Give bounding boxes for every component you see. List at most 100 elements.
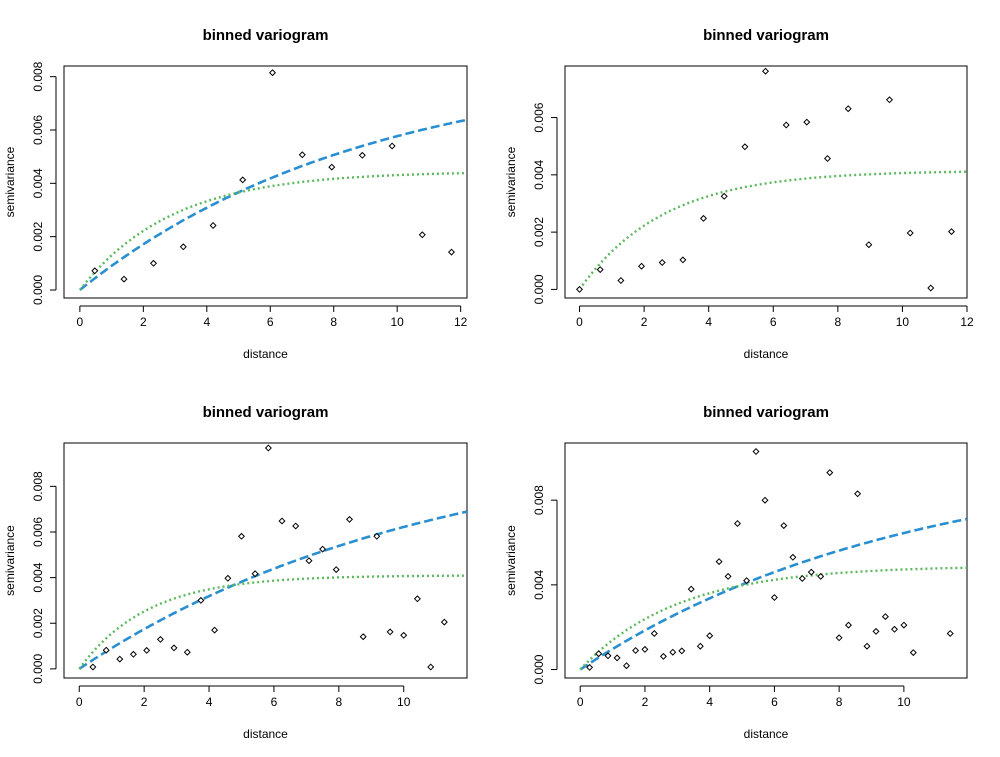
- data-point: [586, 663, 594, 671]
- data-point: [298, 151, 306, 159]
- data-point: [211, 626, 219, 634]
- data-point: [741, 143, 749, 151]
- x-tick-label: 4: [705, 315, 712, 329]
- data-point: [388, 142, 396, 150]
- fitted-curve-dotted: [78, 574, 467, 670]
- y-tick-label: 0.004: [31, 562, 45, 592]
- data-point: [264, 444, 272, 452]
- data-point: [143, 646, 151, 654]
- data-point: [927, 284, 935, 292]
- data-point: [373, 532, 381, 540]
- plot-frame: [63, 442, 468, 679]
- data-point: [687, 585, 695, 593]
- panel-2: binned variogram 0 2 4 6 8 10 12 distance 0.000 0.…: [504, 27, 974, 361]
- x-tick-label: 10: [897, 695, 911, 709]
- data-point: [156, 635, 164, 643]
- data-point: [733, 519, 742, 528]
- data-point: [650, 629, 658, 638]
- data-point: [835, 634, 843, 642]
- data-point: [116, 655, 124, 663]
- data-point: [947, 228, 956, 236]
- data-point: [239, 176, 247, 184]
- data-point: [613, 654, 621, 662]
- data-point: [909, 649, 917, 657]
- x-axis-label: distance: [243, 727, 288, 741]
- data-point: [720, 192, 728, 200]
- x-tick-label: 10: [896, 315, 910, 329]
- x-tick-label: 0: [576, 315, 583, 329]
- data-point: [798, 574, 806, 583]
- data-point: [678, 647, 686, 655]
- fitted-curve-dashed: [78, 510, 467, 670]
- data-point: [699, 214, 708, 222]
- x-tick-label: 4: [206, 695, 213, 709]
- data-point: [418, 231, 426, 239]
- y-tick-label: 0.000: [31, 654, 45, 684]
- panel-4: binned variogram 0 2 4 6 8 10 distance 0.000 0.00…: [504, 404, 968, 741]
- x-tick-label: 2: [140, 315, 147, 329]
- data-point: [209, 221, 217, 230]
- y-tick-label: 0.008: [31, 61, 45, 91]
- y-tick-label: 0.006: [31, 517, 45, 547]
- data-point: [224, 574, 232, 582]
- data-point: [752, 447, 760, 456]
- data-point: [179, 243, 187, 251]
- y-tick-label: 0.004: [532, 570, 546, 600]
- data-point: [413, 595, 421, 603]
- x-tick-label: 4: [203, 315, 210, 329]
- data-point: [803, 118, 811, 126]
- data-point: [345, 515, 354, 523]
- x-tick-label: 8: [335, 695, 342, 709]
- y-tick-label: 0.000: [31, 275, 45, 305]
- x-tick-label: 8: [330, 315, 337, 329]
- x-tick-label: 6: [271, 695, 278, 709]
- panel-1: binned variogram 0 2 4 6 8 10 12 distance 0.000 0.…: [3, 27, 468, 361]
- x-axis-label: distance: [744, 347, 789, 361]
- y-tick-label: 0.002: [31, 221, 45, 251]
- y-tick-label: 0.008: [31, 471, 45, 501]
- x-tick-label: 2: [641, 315, 648, 329]
- data-point: [319, 545, 327, 553]
- data-point: [332, 566, 340, 574]
- y-tick-label: 0.006: [31, 115, 45, 145]
- y-tick-label: 0.000: [532, 654, 546, 684]
- data-point: [761, 67, 770, 75]
- data-point: [400, 631, 408, 639]
- x-tick-label: 4: [706, 695, 713, 709]
- data-point: [743, 577, 751, 585]
- data-point: [782, 121, 790, 129]
- y-axis-label: semivariance: [504, 146, 518, 217]
- y-tick-label: 0.002: [532, 217, 546, 247]
- fitted-curve-dotted: [78, 171, 467, 291]
- data-point: [658, 258, 666, 267]
- data-point: [844, 105, 852, 113]
- x-tick-label: 0: [77, 315, 84, 329]
- data-point: [149, 259, 158, 267]
- data-point: [906, 229, 914, 237]
- data-point: [268, 69, 277, 77]
- data-point: [237, 532, 246, 540]
- data-point: [575, 285, 584, 293]
- data-point: [622, 662, 631, 670]
- data-point: [251, 570, 259, 578]
- data-point: [120, 275, 128, 283]
- data-point: [102, 646, 110, 654]
- data-point: [641, 645, 649, 653]
- data-point: [706, 632, 714, 640]
- data-point: [865, 241, 873, 249]
- data-point: [881, 613, 889, 621]
- data-point: [170, 644, 178, 652]
- x-tick-label: 10: [397, 695, 411, 709]
- data-point: [863, 642, 871, 650]
- fitted-curve-dotted: [578, 170, 967, 291]
- y-tick-label: 0.004: [532, 159, 546, 189]
- data-point: [292, 522, 300, 530]
- data-point: [900, 621, 908, 629]
- data-point: [826, 469, 834, 477]
- data-point: [183, 648, 191, 656]
- fitted-curve-dotted: [579, 566, 967, 671]
- x-tick-label: 6: [771, 695, 778, 709]
- x-tick-label: 2: [642, 695, 649, 709]
- x-tick-label: 10: [391, 315, 405, 329]
- data-point: [872, 627, 880, 635]
